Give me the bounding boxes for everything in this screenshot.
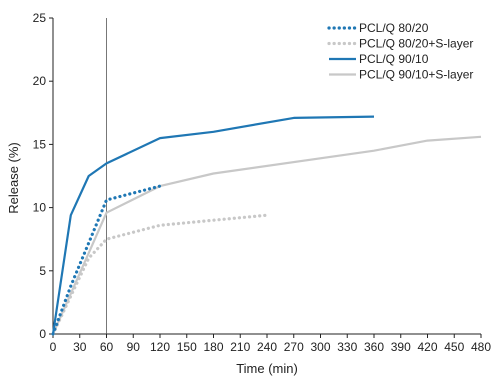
x-tick-label: 150 [177, 340, 197, 354]
series-line-1 [51, 184, 162, 336]
x-tick-label: 450 [444, 340, 464, 354]
x-tick-label: 240 [257, 340, 277, 354]
x-tick-label: 120 [150, 340, 170, 354]
x-tick-label: 180 [203, 340, 223, 354]
legend-label: PCL/Q 80/20 [359, 21, 429, 35]
x-tick-label: 0 [50, 340, 57, 354]
series-lines [51, 115, 482, 336]
series-line-3 [51, 115, 375, 335]
series-line-4 [51, 135, 482, 335]
x-tick-label: 330 [337, 340, 357, 354]
legend-label: PCL/Q 90/10+S-layer [359, 68, 473, 82]
x-tick-label: 270 [284, 340, 304, 354]
x-tick-label: 480 [471, 340, 491, 354]
x-tick-label: 390 [391, 340, 411, 354]
axes: 0 30 60 90 120 150 180 210 240 270 300 330 360 390 420… [33, 11, 492, 354]
x-tick-label: 60 [100, 340, 114, 354]
y-tick-label: 15 [33, 137, 47, 151]
x-axis-title: Time (min) [236, 361, 298, 376]
y-tick-label: 10 [33, 201, 47, 215]
y-tick-label: 25 [33, 11, 47, 25]
legend-label: PCL/Q 90/10 [359, 52, 429, 66]
x-tick-label: 30 [73, 340, 87, 354]
y-tick-label: 20 [33, 74, 47, 88]
x-tick-label: 90 [127, 340, 141, 354]
y-tick-label: 0 [39, 327, 46, 341]
x-tick-label: 360 [364, 340, 384, 354]
y-tick-label: 5 [39, 264, 46, 278]
x-tick-label: 420 [417, 340, 437, 354]
x-tick-label: 300 [310, 340, 330, 354]
legend-background [324, 19, 481, 83]
legend-label: PCL/Q 80/20+S-layer [359, 37, 473, 51]
y-axis-title: Release (%) [6, 142, 21, 214]
series-line-2 [51, 213, 269, 336]
x-tick-label: 210 [230, 340, 250, 354]
